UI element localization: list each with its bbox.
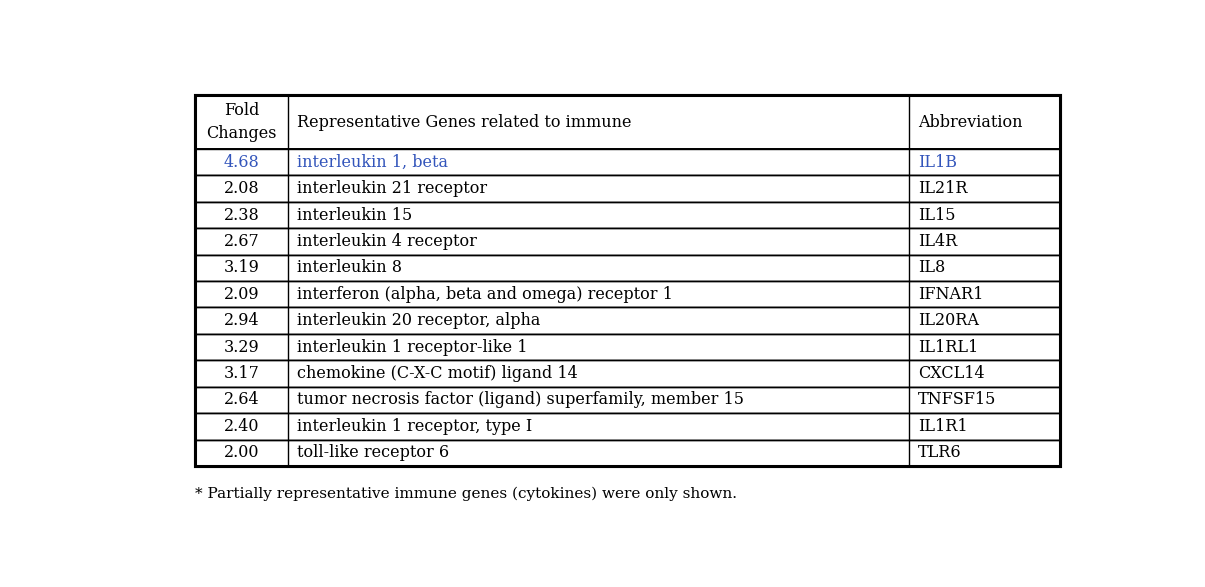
Text: IL1B: IL1B <box>918 154 957 171</box>
Bar <box>195 202 1060 228</box>
Bar <box>195 413 1060 440</box>
Text: 3.19: 3.19 <box>224 259 259 276</box>
Bar <box>195 334 1060 360</box>
Bar <box>195 281 1060 308</box>
Text: 2.38: 2.38 <box>224 207 259 224</box>
Text: tumor necrosis factor (ligand) superfamily, member 15: tumor necrosis factor (ligand) superfami… <box>298 392 745 409</box>
Text: Changes: Changes <box>206 126 277 143</box>
Text: Abbreviation: Abbreviation <box>918 114 1023 131</box>
Text: 2.67: 2.67 <box>224 233 259 250</box>
Bar <box>195 176 1060 202</box>
Bar <box>195 95 1060 466</box>
Text: 2.08: 2.08 <box>224 180 259 197</box>
Text: Representative Genes related to immune: Representative Genes related to immune <box>298 114 631 131</box>
Text: 2.09: 2.09 <box>224 286 259 303</box>
Bar <box>195 95 1060 466</box>
Text: 3.29: 3.29 <box>224 339 259 356</box>
Bar <box>195 255 1060 281</box>
Text: interleukin 1, beta: interleukin 1, beta <box>298 154 448 171</box>
Bar <box>195 95 1060 149</box>
Text: 2.40: 2.40 <box>224 418 259 435</box>
Text: interleukin 15: interleukin 15 <box>298 207 412 224</box>
Text: interleukin 1 receptor, type I: interleukin 1 receptor, type I <box>298 418 533 435</box>
Text: * Partially representative immune genes (cytokines) were only shown.: * Partially representative immune genes … <box>195 486 737 501</box>
Text: interleukin 20 receptor, alpha: interleukin 20 receptor, alpha <box>298 312 541 329</box>
Bar <box>195 440 1060 466</box>
Text: IL4R: IL4R <box>918 233 958 250</box>
Text: IL21R: IL21R <box>918 180 968 197</box>
Text: interferon (alpha, beta and omega) receptor 1: interferon (alpha, beta and omega) recep… <box>298 286 674 303</box>
Bar <box>195 149 1060 176</box>
Text: IL20RA: IL20RA <box>918 312 980 329</box>
Text: toll-like receptor 6: toll-like receptor 6 <box>298 444 449 461</box>
Text: interleukin 8: interleukin 8 <box>298 259 402 276</box>
Bar <box>195 228 1060 255</box>
Text: 3.17: 3.17 <box>224 365 259 382</box>
Text: TNFSF15: TNFSF15 <box>918 392 997 409</box>
Text: interleukin 1 receptor-like 1: interleukin 1 receptor-like 1 <box>298 339 528 356</box>
Bar <box>195 308 1060 334</box>
Text: IL8: IL8 <box>918 259 946 276</box>
Text: IL1RL1: IL1RL1 <box>918 339 978 356</box>
Text: IL15: IL15 <box>918 207 956 224</box>
Text: TLR6: TLR6 <box>918 444 962 461</box>
Text: interleukin 21 receptor: interleukin 21 receptor <box>298 180 488 197</box>
Text: Fold: Fold <box>224 102 259 119</box>
Bar <box>195 360 1060 387</box>
Text: chemokine (C-X-C motif) ligand 14: chemokine (C-X-C motif) ligand 14 <box>298 365 578 382</box>
Text: interleukin 4 receptor: interleukin 4 receptor <box>298 233 477 250</box>
Text: IFNAR1: IFNAR1 <box>918 286 983 303</box>
Text: 2.94: 2.94 <box>224 312 259 329</box>
Bar <box>195 387 1060 413</box>
Text: 2.00: 2.00 <box>224 444 259 461</box>
Text: CXCL14: CXCL14 <box>918 365 984 382</box>
Text: 4.68: 4.68 <box>224 154 259 171</box>
Text: IL1R1: IL1R1 <box>918 418 968 435</box>
Text: 2.64: 2.64 <box>224 392 259 409</box>
